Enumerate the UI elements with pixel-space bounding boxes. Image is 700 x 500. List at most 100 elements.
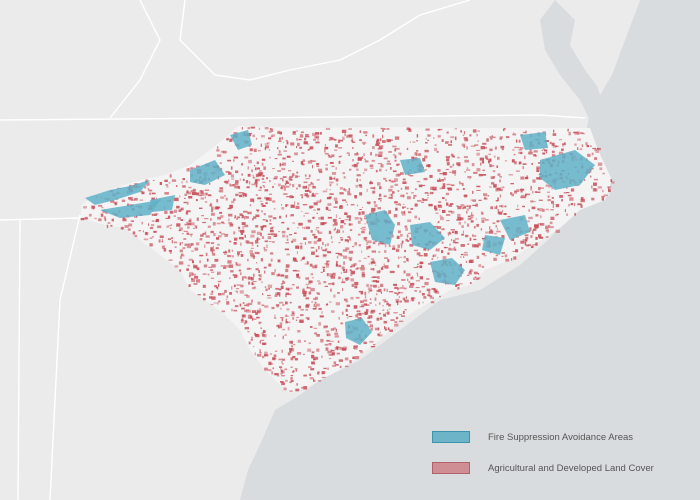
agri-patch bbox=[547, 195, 550, 198]
agri-patch bbox=[340, 255, 344, 257]
agri-patch bbox=[474, 276, 477, 278]
agri-patch bbox=[169, 210, 174, 214]
legend-item-agricultural: Agricultural and Developed Land Cover bbox=[432, 462, 654, 474]
agri-patch bbox=[474, 244, 479, 248]
agri-patch bbox=[534, 227, 539, 229]
agri-patch bbox=[374, 264, 377, 266]
agri-patch bbox=[545, 151, 548, 154]
agri-patch bbox=[151, 214, 154, 216]
agri-patch bbox=[257, 309, 262, 313]
agri-patch bbox=[416, 150, 419, 152]
agri-patch bbox=[407, 278, 409, 282]
agri-patch bbox=[279, 177, 284, 180]
agri-patch bbox=[267, 297, 272, 299]
agri-patch bbox=[314, 264, 318, 268]
agri-patch bbox=[258, 277, 262, 281]
agri-patch bbox=[484, 197, 487, 199]
agri-patch bbox=[347, 236, 351, 238]
agri-patch bbox=[587, 153, 591, 157]
agri-patch bbox=[368, 291, 370, 294]
agri-patch bbox=[281, 360, 283, 364]
agri-patch bbox=[161, 245, 165, 249]
agri-patch bbox=[306, 261, 309, 265]
agri-patch bbox=[240, 319, 244, 323]
agri-patch bbox=[332, 364, 337, 367]
agri-patch bbox=[402, 178, 406, 181]
agri-patch bbox=[168, 225, 171, 227]
agri-patch bbox=[255, 173, 259, 178]
agri-patch bbox=[427, 197, 429, 199]
agri-patch bbox=[216, 199, 219, 203]
agri-patch bbox=[347, 193, 352, 196]
agri-patch bbox=[332, 352, 335, 355]
agri-patch bbox=[460, 244, 465, 247]
agri-patch bbox=[219, 211, 223, 214]
agri-patch bbox=[552, 203, 555, 206]
agri-patch bbox=[365, 134, 367, 137]
agri-patch bbox=[229, 241, 232, 243]
agri-patch bbox=[394, 323, 399, 327]
agri-patch bbox=[359, 139, 362, 142]
agri-patch bbox=[370, 263, 373, 265]
agri-patch bbox=[363, 237, 368, 239]
agri-patch bbox=[424, 168, 427, 171]
agri-patch bbox=[224, 234, 228, 237]
agri-patch bbox=[252, 177, 256, 179]
agri-patch bbox=[210, 292, 214, 296]
agri-patch bbox=[238, 269, 242, 272]
agri-patch bbox=[580, 205, 583, 208]
agri-patch bbox=[300, 194, 303, 196]
agri-patch bbox=[476, 168, 481, 172]
agri-patch bbox=[312, 186, 316, 189]
agri-patch bbox=[386, 163, 391, 165]
agri-patch bbox=[251, 283, 255, 285]
agri-patch bbox=[230, 184, 236, 187]
agri-patch bbox=[490, 229, 493, 232]
agri-patch bbox=[378, 312, 381, 315]
agri-patch bbox=[529, 149, 532, 152]
agri-patch bbox=[274, 158, 278, 160]
agri-patch bbox=[345, 308, 348, 312]
agri-patch bbox=[227, 254, 231, 258]
agri-patch bbox=[558, 151, 564, 155]
agri-patch bbox=[187, 191, 192, 195]
agri-patch bbox=[525, 237, 529, 240]
agri-patch bbox=[400, 243, 403, 246]
agri-patch bbox=[597, 186, 602, 189]
agri-patch bbox=[262, 342, 267, 345]
agri-patch bbox=[394, 155, 397, 159]
agri-patch bbox=[204, 196, 206, 199]
agri-patch bbox=[388, 304, 391, 307]
agri-patch bbox=[164, 210, 168, 214]
agri-patch bbox=[218, 293, 222, 296]
agri-patch bbox=[309, 190, 312, 194]
agri-patch bbox=[273, 235, 278, 237]
agri-patch bbox=[269, 128, 272, 131]
fire-area bbox=[100, 200, 160, 218]
agri-patch bbox=[402, 310, 405, 315]
agri-patch bbox=[476, 185, 481, 188]
agri-patch bbox=[262, 355, 265, 359]
agri-patch bbox=[251, 230, 256, 234]
agri-patch bbox=[407, 211, 412, 214]
agri-patch bbox=[357, 157, 362, 161]
agri-patch bbox=[307, 143, 310, 145]
agri-patch bbox=[470, 214, 474, 216]
agri-patch bbox=[179, 249, 183, 253]
agri-patch bbox=[217, 243, 221, 246]
agri-patch bbox=[437, 169, 441, 172]
agri-patch bbox=[199, 260, 201, 264]
agri-patch bbox=[395, 316, 399, 320]
agri-patch bbox=[435, 212, 439, 214]
agri-patch bbox=[397, 222, 401, 226]
agri-patch bbox=[579, 148, 583, 151]
agri-patch bbox=[161, 241, 164, 243]
agri-patch bbox=[475, 149, 481, 151]
agri-patch bbox=[468, 205, 471, 209]
agri-patch bbox=[152, 236, 154, 238]
agri-patch bbox=[313, 240, 318, 245]
agri-patch bbox=[231, 286, 233, 290]
agri-patch bbox=[401, 213, 406, 216]
agri-patch bbox=[481, 219, 485, 223]
